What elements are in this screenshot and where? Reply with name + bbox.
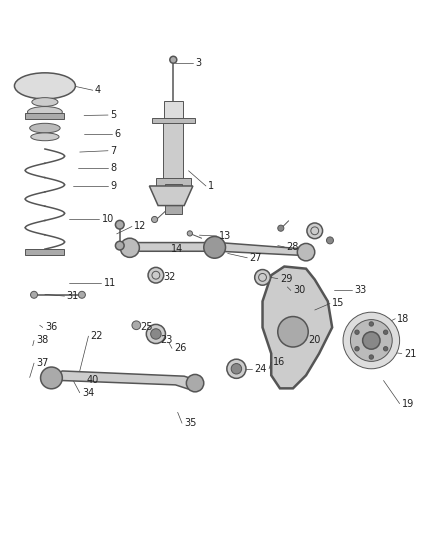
Circle shape — [187, 231, 192, 236]
Text: 13: 13 — [219, 231, 231, 241]
Text: 11: 11 — [104, 278, 116, 288]
Circle shape — [186, 375, 204, 392]
Text: 8: 8 — [110, 163, 117, 173]
Circle shape — [326, 237, 333, 244]
Circle shape — [363, 332, 380, 349]
Circle shape — [116, 220, 124, 229]
Text: 22: 22 — [91, 331, 103, 341]
Polygon shape — [123, 243, 306, 256]
Circle shape — [204, 237, 226, 258]
Circle shape — [151, 329, 161, 339]
Text: 25: 25 — [141, 322, 153, 333]
Text: 10: 10 — [102, 214, 114, 224]
Text: 38: 38 — [36, 335, 49, 345]
Bar — [165, 184, 182, 214]
Text: 21: 21 — [404, 349, 417, 359]
Bar — [25, 249, 64, 255]
Text: 29: 29 — [280, 273, 292, 284]
Bar — [156, 178, 191, 186]
Text: 20: 20 — [308, 335, 321, 345]
Text: 27: 27 — [250, 253, 262, 263]
Text: 3: 3 — [195, 58, 201, 68]
Circle shape — [369, 322, 374, 326]
Circle shape — [116, 241, 124, 250]
Text: 40: 40 — [86, 375, 99, 385]
Text: 12: 12 — [134, 221, 146, 231]
Text: 36: 36 — [45, 322, 57, 333]
Text: 6: 6 — [115, 129, 121, 139]
Text: 23: 23 — [160, 335, 173, 345]
Bar — [152, 118, 195, 123]
Polygon shape — [45, 371, 201, 391]
Text: 32: 32 — [164, 272, 176, 282]
Bar — [164, 101, 183, 118]
Bar — [25, 114, 64, 119]
Text: 7: 7 — [110, 146, 117, 156]
Bar — [163, 123, 184, 180]
Circle shape — [231, 364, 242, 374]
Circle shape — [350, 320, 392, 361]
Text: 34: 34 — [82, 387, 94, 398]
Circle shape — [31, 292, 38, 298]
Ellipse shape — [32, 98, 58, 107]
Circle shape — [170, 56, 177, 63]
Polygon shape — [262, 266, 332, 389]
Polygon shape — [149, 186, 193, 206]
Circle shape — [146, 325, 166, 344]
Text: 18: 18 — [397, 314, 410, 324]
Circle shape — [152, 216, 158, 223]
Circle shape — [369, 355, 374, 359]
Text: 19: 19 — [402, 399, 414, 409]
Text: 5: 5 — [110, 110, 117, 120]
Circle shape — [41, 367, 62, 389]
Circle shape — [120, 238, 139, 257]
Text: 31: 31 — [67, 291, 79, 301]
Ellipse shape — [28, 107, 62, 117]
Text: 15: 15 — [332, 298, 345, 309]
Text: 26: 26 — [174, 343, 187, 353]
Circle shape — [297, 244, 315, 261]
Text: 1: 1 — [208, 181, 214, 191]
Circle shape — [254, 270, 270, 285]
Circle shape — [343, 312, 399, 369]
Text: 28: 28 — [286, 242, 299, 252]
Ellipse shape — [14, 73, 75, 99]
Text: 9: 9 — [110, 181, 117, 191]
Circle shape — [355, 330, 359, 334]
Text: 33: 33 — [354, 286, 366, 295]
Circle shape — [132, 321, 141, 329]
Circle shape — [278, 317, 308, 347]
Text: 24: 24 — [254, 364, 266, 374]
Text: 37: 37 — [36, 358, 49, 368]
Circle shape — [384, 346, 388, 351]
Circle shape — [148, 268, 164, 283]
Text: 4: 4 — [95, 85, 101, 95]
Text: 14: 14 — [171, 244, 184, 254]
Circle shape — [227, 359, 246, 378]
Text: 35: 35 — [184, 418, 197, 428]
Ellipse shape — [30, 123, 60, 133]
Circle shape — [355, 346, 359, 351]
Ellipse shape — [31, 133, 59, 141]
Circle shape — [78, 292, 85, 298]
Text: 30: 30 — [293, 286, 305, 295]
Text: 16: 16 — [273, 357, 286, 367]
Circle shape — [384, 330, 388, 334]
Circle shape — [307, 223, 322, 239]
Circle shape — [278, 225, 284, 231]
